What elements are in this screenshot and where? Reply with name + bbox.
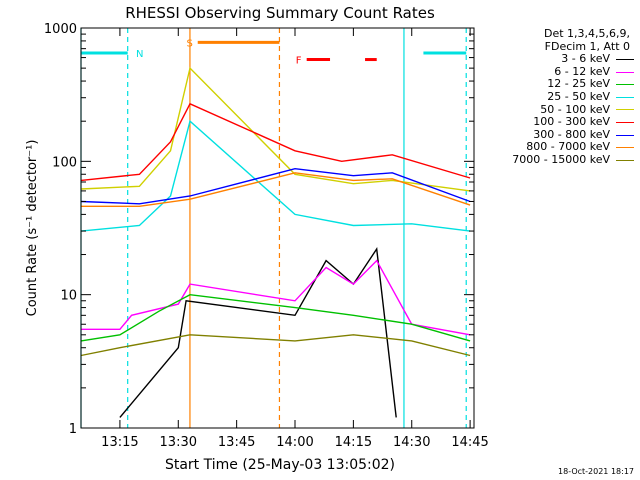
series-line	[81, 172, 471, 207]
legend-swatch	[616, 96, 634, 98]
legend-entry: 800 - 7000 keV	[478, 141, 634, 154]
legend-label: 50 - 100 keV	[540, 102, 610, 116]
legend-entry: 25 - 50 keV	[478, 89, 634, 104]
y-tick-label: 1000	[44, 22, 77, 37]
legend-label: 3 - 6 keV	[561, 52, 610, 66]
legend-detector-line: Det 1,3,4,5,6,9,	[543, 27, 630, 40]
legend-label: 800 - 7000 keV	[526, 140, 610, 154]
footer-date: 18-Oct-2021 18:17	[558, 467, 634, 476]
legend-swatch	[616, 71, 634, 73]
x-tick-label: 13:45	[218, 435, 255, 450]
x-tick-label: 14:15	[335, 435, 372, 450]
legend-swatch	[616, 84, 634, 86]
y-tick-label: 10	[60, 289, 77, 304]
series-line	[80, 119, 471, 232]
legend-swatch	[616, 121, 634, 123]
x-tick-label: 14:00	[276, 435, 313, 450]
legend-swatch	[616, 58, 634, 60]
legend-entry: 7000 - 15000 keV	[478, 152, 634, 167]
plot-frame	[80, 27, 475, 429]
series-line	[119, 247, 397, 418]
legend-entry: 3 - 6 keV	[478, 53, 634, 66]
legend-entry: 300 - 800 keV	[478, 127, 634, 142]
legend-entry: 6 - 12 keV	[478, 64, 634, 79]
legend-label: 25 - 50 keV	[547, 89, 610, 103]
x-tick-label: 13:15	[101, 435, 138, 450]
series-line	[81, 259, 471, 336]
legend-swatch	[616, 147, 634, 149]
legend-label: 7000 - 15000 keV	[512, 152, 610, 166]
x-tick-label: 14:45	[451, 435, 488, 450]
series-line	[80, 167, 471, 205]
annotation-label: F	[296, 56, 302, 67]
legend-swatch	[616, 134, 634, 136]
legend-decimation-line: FDecim 1, Att 0	[544, 39, 630, 53]
legend-label: 6 - 12 keV	[554, 64, 610, 78]
chart-title: RHESSI Observing Summary Count Rates	[125, 4, 435, 22]
legend-label: 100 - 300 keV	[533, 115, 610, 129]
legend-entry: 12 - 25 keV	[478, 78, 634, 91]
chart-legend: Det 1,3,4,5,6,9, FDecim 1, Att 0 3 - 6 k…	[478, 27, 634, 167]
legend-label: 300 - 800 keV	[533, 127, 610, 141]
annotation-label: N	[136, 49, 143, 60]
legend-entry: 50 - 100 keV	[478, 102, 634, 117]
x-tick-label: 14:30	[393, 435, 430, 450]
y-tick-label: 1	[69, 422, 77, 437]
series-line	[80, 334, 471, 357]
legend-entry: 100 - 300 keV	[478, 116, 634, 129]
x-axis-label: Start Time (25-May-03 13:05:02)	[165, 457, 395, 473]
legend-swatch	[616, 159, 634, 161]
x-tick-label: 13:30	[160, 435, 197, 450]
annotation-label: S	[187, 38, 193, 49]
legend-label: 12 - 25 keV	[547, 77, 610, 91]
y-axis-label: Count Rate (s⁻¹ detector⁻¹)	[25, 140, 40, 317]
legend-swatch	[616, 109, 634, 111]
series-line	[80, 293, 471, 342]
y-tick-label: 100	[52, 155, 77, 170]
series-line	[80, 66, 471, 192]
series-line	[80, 102, 471, 182]
